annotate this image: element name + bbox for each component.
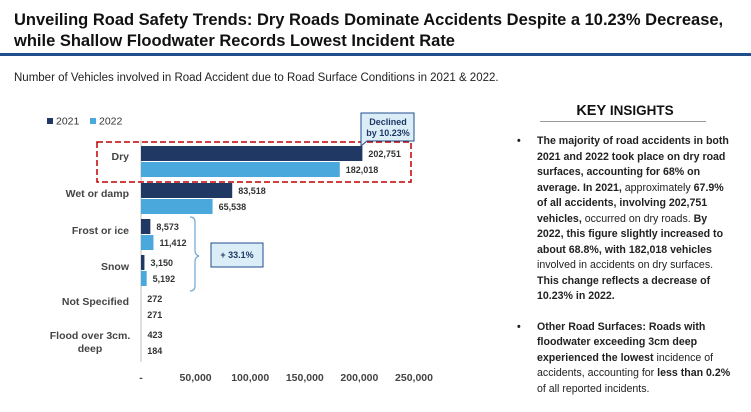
- bar-2021-0: [141, 146, 363, 161]
- legend-swatch-2021: [47, 118, 53, 124]
- insight-1-text: By 2022, this figure slightly increased …: [537, 212, 724, 256]
- x-tick-label-0: -: [139, 372, 143, 384]
- insights-heading-key: KEY: [576, 103, 607, 119]
- insight-1-text: 67.9% of all accidents, involving 202,75…: [537, 181, 724, 225]
- category-label-2: Frost or ice: [72, 225, 129, 237]
- insight-1: • The majority of road accidents in both…: [517, 134, 731, 305]
- insights-heading: KEY INSIGHTS: [540, 103, 710, 119]
- insight-1-text: The majority of road accidents in both 2…: [537, 135, 729, 194]
- bar-2021-1: [141, 183, 233, 198]
- legend-swatch-2022: [90, 118, 96, 124]
- legend-label-2022: 2022: [99, 116, 123, 128]
- chart-subtitle: Number of Vehicles involved in Road Acci…: [14, 72, 499, 84]
- x-tick-label-3: 150,000: [286, 372, 324, 384]
- insight-2: • Other Road Surfaces: Roads with floodw…: [517, 320, 731, 398]
- category-label-4: Not Specified: [62, 296, 129, 308]
- bullet-marker: •: [517, 320, 521, 333]
- title-line-2: while Shallow Floodwater Records Lowest …: [14, 32, 455, 50]
- dry-highlight-box: [96, 141, 412, 183]
- data-label-2022-3: 5,192: [153, 274, 176, 284]
- data-label-2021-1: 83,518: [238, 186, 266, 196]
- decline-callout-box: [360, 112, 415, 148]
- insight-1-text: approximately: [624, 181, 694, 194]
- data-label-2021-4: 272: [147, 294, 162, 304]
- insight-2-text: incidence of accidents, accounting for: [537, 351, 714, 380]
- insights-divider: [540, 121, 706, 122]
- insight-2-text: of all reported incidents.: [537, 382, 650, 395]
- bar-2021-2: [141, 219, 151, 234]
- category-label-1: Wet or damp: [66, 188, 129, 200]
- insight-1-text: This change reflects a decrease of 10.23…: [537, 274, 711, 303]
- insight-1-text: involved in accidents on dry surfaces.: [537, 259, 714, 271]
- x-tick-label-5: 250,000: [395, 372, 433, 384]
- insight-2-text: Other Road Surfaces: Roads with floodwat…: [537, 320, 706, 364]
- category-label-5: Flood over 3cm. deep: [50, 330, 131, 355]
- data-label-2022-4: 271: [147, 310, 162, 320]
- data-label-2022-1: 65,538: [219, 202, 247, 212]
- chart-title: Unveiling Road Safety Trends: Dry Roads …: [14, 10, 734, 52]
- x-tick-label-2: 100,000: [231, 372, 269, 384]
- legend-label-2021: 2021: [56, 116, 80, 128]
- data-label-2022-5: 184: [147, 346, 162, 356]
- increase-callout-text: + 33.1%: [220, 250, 253, 260]
- frost-snow-bracket: [189, 216, 200, 292]
- insights-heading-rest: INSIGHTS: [606, 103, 674, 118]
- insight-1-text: occurred on dry roads.: [584, 212, 694, 225]
- data-label-2021-3: 3,150: [150, 258, 173, 268]
- increase-callout-box: [210, 242, 264, 268]
- bar-2022-0: [141, 162, 340, 177]
- title-line-1: Unveiling Road Safety Trends: Dry Roads …: [14, 11, 724, 29]
- data-label-2021-0: 202,751: [368, 149, 401, 159]
- bar-2022-3: [141, 271, 147, 286]
- category-label-0: Dry: [111, 151, 129, 163]
- insight-2-text: less than 0.2%: [657, 367, 731, 379]
- data-label-2021-2: 8,573: [156, 222, 179, 232]
- x-tick-label-4: 200,000: [340, 372, 378, 384]
- data-label-2022-2: 11,412: [159, 238, 186, 248]
- decline-callout-text: Declined by 10.23%: [366, 117, 410, 138]
- bar-2021-3: [141, 255, 145, 270]
- x-tick-label-1: 50,000: [180, 372, 212, 384]
- bar-2022-2: [141, 235, 154, 250]
- title-divider: [0, 53, 751, 56]
- category-label-3: Snow: [101, 261, 130, 273]
- bullet-marker: •: [517, 135, 521, 147]
- data-label-2021-5: 423: [147, 330, 162, 340]
- data-label-2022-0: 182,018: [346, 165, 379, 175]
- insights-panel: • The majority of road accidents in both…: [517, 134, 731, 412]
- bar-2022-1: [141, 199, 213, 214]
